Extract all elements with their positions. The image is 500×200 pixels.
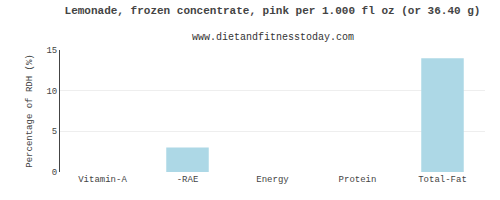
svg-text:15: 15: [46, 46, 57, 56]
svg-text:Vitamin-A: Vitamin-A: [78, 175, 127, 185]
svg-text:10: 10: [46, 87, 57, 97]
svg-text:-RAE: -RAE: [177, 175, 199, 185]
svg-text:Percentage of RDH (%): Percentage of RDH (%): [25, 54, 35, 167]
svg-text:Energy: Energy: [256, 175, 289, 185]
svg-text:Lemonade, frozen concentrate,: Lemonade, frozen concentrate, pink per 1…: [65, 5, 481, 17]
svg-text:www.dietandfitnesstoday.com: www.dietandfitnesstoday.com: [192, 32, 354, 43]
svg-text:0: 0: [52, 168, 57, 178]
svg-text:Protein: Protein: [339, 175, 377, 185]
svg-text:5: 5: [52, 127, 57, 137]
svg-text:Total-Fat: Total-Fat: [418, 175, 467, 185]
